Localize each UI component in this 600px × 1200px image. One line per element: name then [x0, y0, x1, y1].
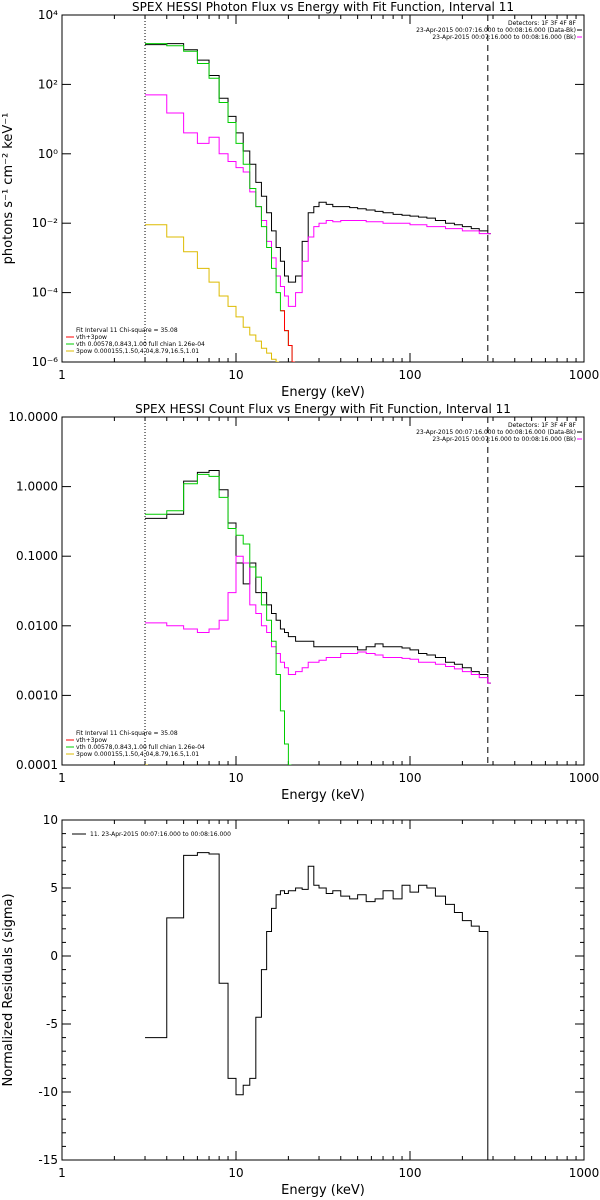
series-11-23-apr-2015-00-07-16-000-to-00-08-16-000-line	[145, 852, 491, 1160]
y-tick-label: -15	[38, 1153, 58, 1167]
legend-top-right-entry: 23-Apr-2015 00:07:16.000 to 00:08:16.000…	[416, 429, 576, 436]
x-tick-label: 1000	[569, 1166, 600, 1180]
legend-top-right-entry: Detectors: 1F 3F 4F 8F	[508, 20, 577, 27]
y-tick-label: 10⁻⁴	[32, 286, 59, 300]
plot-frame	[61, 14, 585, 363]
x-tick-label: 1000	[569, 368, 600, 382]
plot-frame	[61, 416, 585, 766]
series-bk-line	[145, 94, 491, 307]
series-vth-3pow-line	[280, 310, 296, 362]
y-tick-label: 10²	[38, 77, 58, 91]
y-tick-label: -10	[38, 1085, 58, 1099]
y-tick-label: 0.0001	[16, 758, 58, 772]
legend-bottom-left-entry: 3pow 0.000155,1.50,4.04,8.79,16.5,1.01	[76, 751, 199, 758]
x-tick-label: 100	[399, 771, 422, 785]
x-axis-label: Energy (keV)	[281, 385, 365, 400]
y-tick-label: 0.0100	[16, 619, 58, 633]
y-axis-label: Normalized Residuals (sigma)	[1, 893, 16, 1086]
y-tick-label: 10⁰	[38, 147, 58, 161]
x-tick-label: 1	[58, 771, 66, 785]
chart-panel-3: Energy (keV) Normalized Residuals (sigma)…	[1, 813, 599, 1198]
plot-frame	[61, 819, 585, 1161]
legend-top-left-entry: 11. 23-Apr-2015 00:07:16.000 to 00:08:16…	[90, 831, 231, 838]
y-tick-label: 10.0000	[8, 410, 58, 424]
x-tick-label: 10	[228, 771, 243, 785]
y-tick-label: 0.0010	[16, 688, 58, 702]
legend-bottom-left-entry: Fit Interval 11 Chi-square = 35.08	[76, 327, 178, 334]
y-tick-label: 10	[43, 813, 58, 827]
y-axis-label: photons s⁻¹ cm⁻² keV⁻¹	[1, 113, 16, 265]
series-bk-line	[145, 555, 491, 684]
legend-top-right-entry: 23-Apr-2015 00:07:16.000 to 00:08:16.000…	[416, 27, 576, 34]
series-3pow-line	[145, 224, 280, 362]
x-tick-label: 1000	[569, 771, 600, 785]
x-tick-label: 1	[58, 368, 66, 382]
x-tick-label: 1	[58, 1166, 66, 1180]
series-vth-line	[145, 473, 292, 765]
chart-panel-2: SPEX HESSI Count Flux vs Energy with Fit…	[8, 402, 599, 803]
legend-bottom-left-entry: 3pow 0.000155,1.50,4.04,8.79,16.5,1.01	[76, 348, 199, 355]
legend-bottom-left-entry: Fit Interval 11 Chi-square = 35.08	[76, 730, 178, 737]
x-axis-label: Energy (keV)	[281, 1183, 365, 1198]
x-axis-label: Energy (keV)	[281, 788, 365, 803]
series-group	[145, 43, 491, 362]
legend-bottom-left-entry: vth+3pow	[76, 334, 107, 341]
y-tick-label: 10⁴	[38, 8, 58, 22]
x-tick-label: 10	[228, 1166, 243, 1180]
y-tick-label: 5	[50, 881, 58, 895]
legend-bottom-left-entry: vth+3pow	[76, 737, 107, 744]
legend-top-right-entry: 23-Apr-2015 00:07:16.000 to 00:08:16.000…	[432, 34, 576, 41]
chart-panel-1: SPEX HESSI Photon Flux vs Energy with Fi…	[1, 0, 599, 400]
y-tick-label: -5	[46, 1017, 58, 1031]
chart-title: SPEX HESSI Photon Flux vs Energy with Fi…	[132, 0, 514, 14]
y-tick-label: 1.0000	[16, 480, 58, 494]
y-tick-label: 0.1000	[16, 549, 58, 563]
series-group	[145, 852, 491, 1160]
y-tick-label: 0	[50, 949, 58, 963]
series-group	[145, 470, 491, 765]
legend-top-right-entry: 23-Apr-2015 00:07:16.000 to 00:08:16.000…	[432, 436, 576, 443]
y-tick-label: 10⁻²	[32, 216, 59, 230]
legend-bottom-left-entry: vth 0.00578,0.843,1.00 full chian 1.26e-…	[76, 341, 205, 348]
y-tick-label: 10⁻⁶	[32, 355, 59, 369]
x-tick-label: 10	[228, 368, 243, 382]
legend-bottom-left-entry: vth 0.00578,0.843,1.00 full chian 1.26e-…	[76, 744, 205, 751]
series-data-bk-line	[145, 43, 491, 283]
x-tick-label: 100	[399, 368, 422, 382]
series-vth-line	[145, 43, 296, 362]
x-tick-label: 100	[399, 1166, 422, 1180]
series-data-bk-line	[145, 470, 491, 684]
legend-top-right-entry: Detectors: 1F 3F 4F 8F	[508, 422, 577, 429]
chart-title: SPEX HESSI Count Flux vs Energy with Fit…	[135, 402, 511, 416]
